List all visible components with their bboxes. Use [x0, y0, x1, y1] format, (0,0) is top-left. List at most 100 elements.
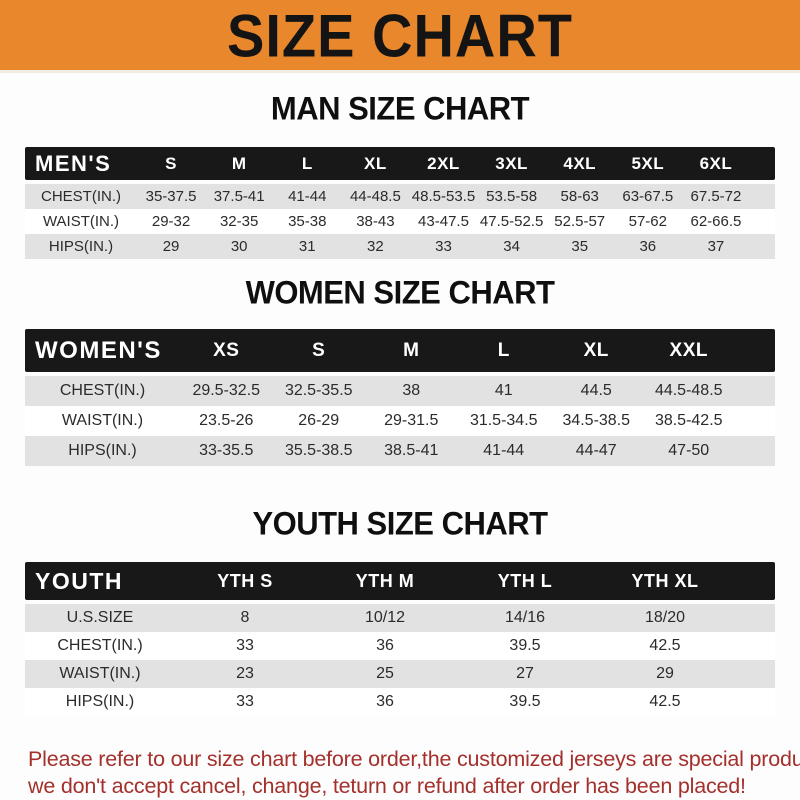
cell: 42.5: [649, 693, 681, 710]
table-row: CHEST(IN.) 35-37.5 37.5-41 41-44 44-48.5 48.5…: [25, 184, 775, 209]
cell: 25: [376, 665, 394, 682]
cell: 63-67.5: [622, 188, 674, 205]
cell: 34: [503, 238, 520, 255]
table-header-row: YOUTH YTH S YTH M YTH L YTH XL: [25, 562, 775, 600]
cell: 38-43: [356, 213, 395, 230]
section-heading-women: WOMEN SIZE CHART: [245, 274, 555, 311]
table-row: WAIST(IN.) 23 25 27 29: [25, 660, 775, 688]
size-chart-sections: MAN SIZE CHART MEN'S S M L XL 2XL 3XL 4XL 5XL 6XL C…: [0, 90, 800, 716]
row-label: CHEST(IN.): [57, 637, 143, 654]
cell: 23.5-26: [199, 412, 254, 429]
cell: 37.5-41: [213, 188, 265, 205]
cell: 32-35: [219, 213, 259, 230]
row-label: U.S.SIZE: [66, 609, 134, 626]
section-youth: YOUTH SIZE CHART YOUTH YTH S YTH M YTH L YTH …: [0, 505, 800, 716]
cell: 35-38: [288, 213, 327, 230]
table-row: HIPS(IN.) 33 36 39.5 42.5: [25, 688, 775, 716]
cell: 38: [402, 382, 421, 399]
column-header: 5XL: [631, 153, 665, 173]
cell: 33: [435, 238, 452, 255]
cell: 33-35.5: [199, 442, 254, 459]
cell: 34.5-38.5: [562, 412, 631, 429]
table-header-label: MEN'S: [35, 150, 112, 176]
cell: 44-47: [575, 442, 617, 459]
column-header: XXL: [669, 339, 708, 361]
order-notice: Please refer to our size chart before or…: [0, 746, 800, 800]
cell: 53.5-58: [486, 188, 538, 205]
cell: 41: [494, 382, 513, 399]
cell: 30: [230, 238, 248, 255]
cell: 44-48.5: [349, 188, 401, 205]
cell: 47.5-52.5: [479, 213, 544, 230]
table-row: CHEST(IN.) 29.5-32.5 32.5-35.5 38 41 44.5 44.5…: [25, 376, 775, 406]
cell: 27: [516, 665, 534, 682]
cell: 36: [639, 238, 657, 255]
cell: 62-66.5: [690, 213, 742, 230]
cell: 23: [236, 665, 254, 682]
cell: 8: [240, 609, 250, 626]
cell: 38.5-41: [384, 442, 439, 459]
cell: 10/12: [364, 609, 406, 626]
cell: 33: [236, 637, 254, 654]
column-header: 2XL: [427, 153, 460, 173]
cell: 29.5-32.5: [192, 382, 261, 399]
cell: 29: [162, 238, 180, 255]
row-label: CHEST(IN.): [59, 382, 146, 399]
cell: 43-47.5: [418, 213, 469, 230]
cell: 32: [367, 238, 384, 255]
table-row: HIPS(IN.) 29 30 31 32 33 34 35 36 37: [25, 234, 775, 259]
cell: 41-44: [288, 188, 327, 205]
cell: 38.5-42.5: [654, 412, 723, 429]
cell: 36: [376, 693, 394, 710]
cell: 14/16: [504, 609, 546, 626]
column-header: L: [497, 339, 510, 361]
cell: 52.5-57: [554, 213, 606, 230]
notice-line-2: we don't accept cancel, change, teturn o…: [28, 774, 746, 798]
section-heading-men: MAN SIZE CHART: [270, 90, 530, 127]
column-header: YTH XL: [631, 570, 699, 591]
column-header: XL: [583, 339, 609, 361]
women-size-table: WOMEN'S XS S M L XL XXL CHEST(IN.) 29.5-32.5 32.5…: [25, 329, 775, 466]
table-row: U.S.SIZE 8 10/12 14/16 18/20: [25, 604, 775, 632]
notice-line-1: Please refer to our size chart before or…: [28, 747, 800, 771]
column-header: 3XL: [495, 153, 528, 173]
cell: 58-63: [560, 188, 599, 205]
cell: 44.5: [580, 382, 612, 399]
cell: 29-32: [151, 213, 191, 230]
cell: 39.5: [509, 693, 541, 710]
column-header: M: [403, 339, 420, 361]
section-men: MAN SIZE CHART MEN'S S M L XL 2XL 3XL 4XL 5XL 6XL C…: [0, 90, 800, 259]
table-row: HIPS(IN.) 33-35.5 35.5-38.5 38.5-41 41-44 44-…: [25, 436, 775, 466]
cell: 29: [656, 665, 674, 682]
cell: 18/20: [644, 609, 686, 626]
cell: 57-62: [628, 213, 667, 230]
table-row: WAIST(IN.) 29-32 32-35 35-38 38-43 43-47.5 47.…: [25, 209, 775, 234]
cell: 33: [236, 693, 254, 710]
cell: 39.5: [509, 637, 541, 654]
cell: 31.5-34.5: [469, 412, 538, 429]
row-label: HIPS(IN.): [65, 693, 135, 710]
cell: 31: [298, 238, 316, 255]
column-header: L: [301, 153, 313, 173]
cell: 36: [376, 637, 394, 654]
column-header: M: [231, 153, 247, 173]
table-row: WAIST(IN.) 23.5-26 26-29 29-31.5 31.5-34.5 34…: [25, 406, 775, 436]
column-header: S: [165, 153, 177, 173]
row-label: WAIST(IN.): [42, 213, 120, 230]
cell: 35: [571, 238, 589, 255]
cell: 32.5-35.5: [284, 382, 353, 399]
row-label: HIPS(IN.): [48, 238, 114, 255]
row-label: WAIST(IN.): [61, 412, 144, 429]
cell: 26-29: [298, 412, 340, 429]
table-row: CHEST(IN.) 33 36 39.5 42.5: [25, 632, 775, 660]
size-chart-banner: SIZE CHART: [0, 0, 800, 73]
column-header: XL: [364, 153, 387, 173]
cell: 35-37.5: [145, 188, 197, 205]
column-header: YTH L: [497, 570, 553, 591]
men-size-table: MEN'S S M L XL 2XL 3XL 4XL 5XL 6XL CHEST(IN.) 35-37…: [25, 147, 775, 259]
section-heading-youth: YOUTH SIZE CHART: [252, 505, 548, 542]
cell: 48.5-53.5: [411, 188, 476, 205]
table-header-row: MEN'S S M L XL 2XL 3XL 4XL 5XL 6XL: [25, 147, 775, 180]
banner-title: SIZE CHART: [227, 0, 573, 70]
